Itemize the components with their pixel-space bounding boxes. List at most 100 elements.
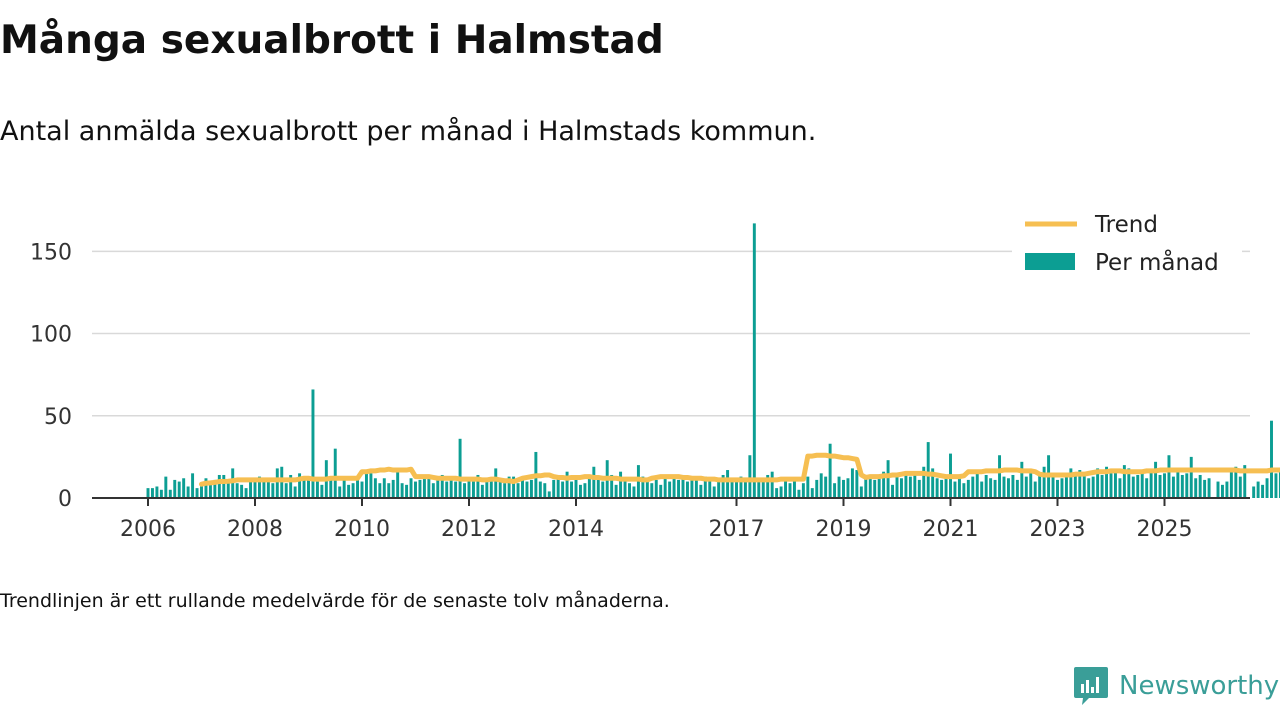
bar <box>1136 474 1140 498</box>
bar <box>195 488 199 498</box>
bar <box>578 484 582 498</box>
newsworthy-logo-text: Newsworthy <box>1119 671 1280 701</box>
bar <box>369 473 373 498</box>
bar <box>565 471 569 498</box>
bar <box>944 476 948 498</box>
bar <box>1113 471 1117 498</box>
legend-trend-label: Trend <box>1094 212 1158 238</box>
bar <box>422 478 426 498</box>
gridlines: 0 50 100 150 <box>30 240 1250 512</box>
bar <box>703 476 707 498</box>
bar <box>975 473 979 498</box>
bar <box>855 470 859 498</box>
bar <box>173 479 177 498</box>
bar <box>784 479 788 498</box>
bar <box>182 478 186 498</box>
bar <box>690 476 694 498</box>
bar <box>454 481 458 498</box>
bar <box>275 468 279 498</box>
bar <box>752 223 756 498</box>
bar <box>882 471 886 498</box>
bar <box>431 483 435 498</box>
x-tick-label: 2006 <box>120 517 176 542</box>
bar <box>436 479 440 498</box>
bar <box>249 481 253 498</box>
bar <box>204 478 208 498</box>
bar <box>1256 481 1260 498</box>
x-tick-label: 2025 <box>1137 517 1193 542</box>
bar <box>850 468 854 498</box>
bar <box>360 481 364 498</box>
bar <box>240 484 244 498</box>
bar <box>561 481 565 498</box>
bar <box>797 489 801 498</box>
bar <box>806 476 810 498</box>
trend-line <box>199 452 1280 487</box>
bar <box>801 483 805 498</box>
bar <box>1118 478 1122 498</box>
bar <box>824 476 828 498</box>
bar <box>1163 473 1166 498</box>
bar <box>1149 470 1153 498</box>
bar <box>1078 470 1082 498</box>
y-tick-label: 50 <box>44 405 72 430</box>
bar <box>677 479 681 498</box>
bar <box>458 438 462 498</box>
bar <box>521 478 524 498</box>
bar <box>538 481 542 498</box>
bar <box>993 479 997 498</box>
bar <box>962 483 966 498</box>
bar <box>391 479 395 498</box>
bar <box>208 483 212 498</box>
bar <box>507 476 511 498</box>
bar <box>150 488 154 498</box>
bar <box>503 483 507 498</box>
bar <box>1082 474 1086 498</box>
bar <box>471 481 475 498</box>
bar <box>592 466 596 498</box>
bar <box>1069 468 1073 498</box>
bar <box>895 474 899 498</box>
bar <box>342 476 346 498</box>
bar <box>694 479 698 498</box>
bar <box>775 488 779 498</box>
bar <box>1056 479 1059 498</box>
bar <box>917 479 921 498</box>
bar <box>842 479 845 498</box>
bar <box>717 478 721 498</box>
bar <box>1265 478 1269 498</box>
bar <box>1105 466 1109 498</box>
bar <box>400 483 404 498</box>
bar <box>1042 466 1046 498</box>
bar <box>645 481 649 498</box>
bar <box>1252 486 1256 498</box>
bar <box>922 466 926 498</box>
bar <box>641 476 645 498</box>
bar <box>1176 470 1180 498</box>
bar <box>926 442 930 498</box>
bar <box>494 468 498 498</box>
bar <box>743 478 747 498</box>
bar <box>953 481 957 498</box>
legend-background <box>1012 207 1242 287</box>
bar <box>989 478 993 498</box>
bar <box>414 481 417 498</box>
bar <box>1051 476 1055 498</box>
bar <box>476 474 480 498</box>
bar <box>382 478 386 498</box>
bar <box>1127 468 1131 498</box>
bar <box>405 484 409 498</box>
bar <box>1171 476 1175 498</box>
legend: Trend Per månad <box>1012 207 1242 287</box>
bar <box>191 473 195 498</box>
bar <box>846 478 850 498</box>
bar <box>329 479 333 498</box>
bar <box>654 479 658 498</box>
footnote: Trendlinjen är ett rullande medelvärde f… <box>0 590 670 612</box>
bar <box>516 483 520 498</box>
bar <box>1020 461 1024 498</box>
bar <box>748 455 752 498</box>
bar <box>427 474 431 498</box>
bar <box>1131 476 1135 498</box>
bar <box>289 474 293 498</box>
